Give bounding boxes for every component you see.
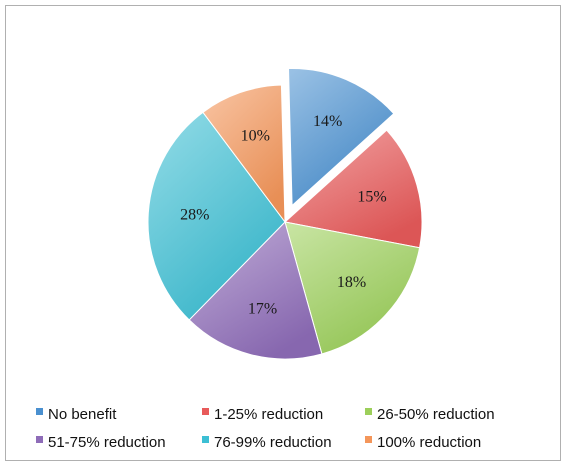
legend-item-no-benefit: No benefit [36, 406, 202, 423]
legend-row: No benefit 1-25% reduction 26-50% reduct… [36, 400, 546, 428]
legend-swatch [202, 435, 209, 443]
data-label: 10% [241, 127, 270, 144]
data-label: 17% [248, 300, 277, 317]
data-label: 28% [180, 207, 209, 224]
pie-slice-76-99-reduction [147, 111, 286, 321]
legend-item-26-50-reduction: 26-50% reduction [365, 406, 535, 423]
legend-label: 100% reduction [377, 433, 482, 451]
pie-slice-26-50-reduction [284, 221, 421, 355]
legend-label: No benefit [48, 405, 117, 423]
legend-item-100-reduction: 100% reduction [365, 434, 535, 451]
legend-item-76-99-reduction: 76-99% reduction [202, 434, 365, 451]
pie-slice-no-benefit [287, 68, 395, 207]
legend-label: 26-50% reduction [377, 405, 495, 423]
legend-swatch [36, 407, 43, 415]
legend-label: 1-25% reduction [214, 405, 324, 423]
legend-label: 51-75% reduction [48, 433, 166, 451]
legend-swatch [202, 407, 209, 415]
pie-slice-100-reduction [202, 84, 286, 224]
data-label: 14% [313, 113, 342, 130]
legend-row: 51-75% reduction 76-99% reduction 100% r… [36, 428, 546, 456]
pie-slice-1-25-reduction [283, 129, 423, 249]
data-label: 15% [357, 188, 386, 205]
legend-swatch [365, 435, 372, 443]
legend-item-51-75-reduction: 51-75% reduction [36, 434, 202, 451]
legend-item-1-25-reduction: 1-25% reduction [202, 406, 365, 423]
pie-slice-51-75-reduction [188, 221, 323, 360]
legend-swatch [36, 435, 43, 443]
legend: No benefit 1-25% reduction 26-50% reduct… [36, 400, 546, 456]
legend-swatch [365, 407, 372, 415]
data-label: 18% [337, 274, 366, 291]
legend-label: 76-99% reduction [214, 433, 332, 451]
